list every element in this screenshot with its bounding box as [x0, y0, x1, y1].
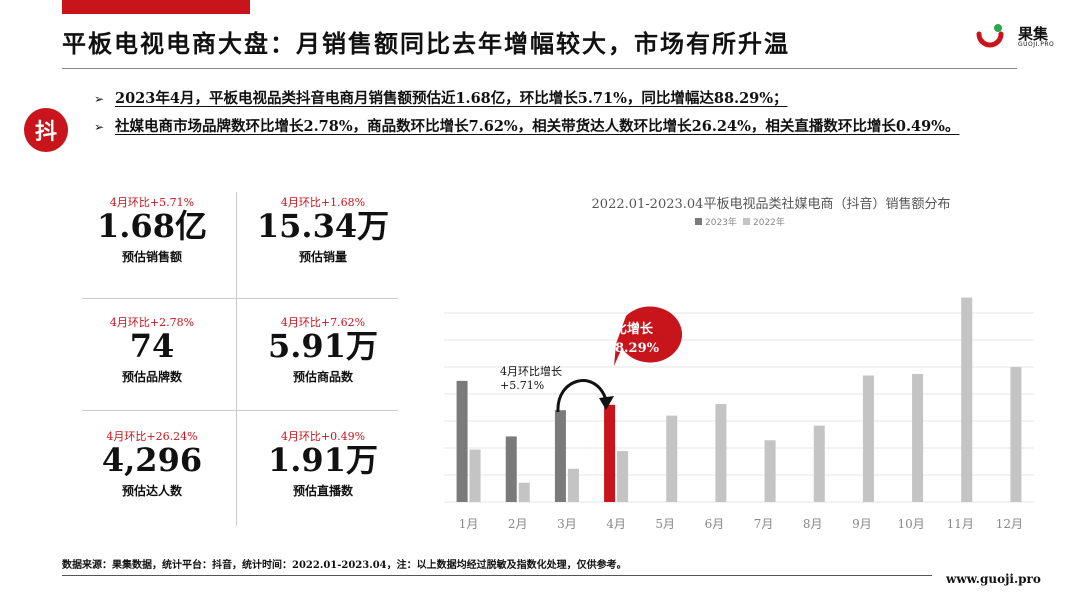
- kpi-value: 15.34万: [256, 207, 390, 245]
- kpi-change: 4月环比+0.49%: [280, 430, 366, 443]
- logo-text: 果集: [1018, 25, 1049, 43]
- kpi-label: 预估直播数: [292, 484, 353, 498]
- mom-arrowhead-icon: [599, 396, 614, 410]
- mom-annotation-value: +5.71%: [500, 379, 544, 392]
- kpi-grid-divider: [82, 298, 398, 299]
- bar-2022-1: [469, 449, 481, 502]
- bar-2022-7: [764, 440, 776, 502]
- kpi-label: 预估达人数: [121, 484, 182, 498]
- bullet-arrow-icon: ➢: [94, 120, 105, 134]
- kpi-value: 1.68亿: [97, 207, 207, 245]
- kpi-influencer-count: 4月环比+26.24% 4,296 预估达人数: [77, 428, 227, 499]
- x-tick-label: 11月: [947, 517, 974, 531]
- bar-2022-5: [666, 415, 678, 502]
- yoy-callout-label: 同比增长: [601, 321, 654, 337]
- x-tick-label: 7月: [754, 517, 774, 531]
- x-tick-label: 1月: [459, 517, 479, 531]
- top-accent-bar: [62, 0, 250, 14]
- bar-2023-1: [456, 380, 468, 502]
- kpi-livestream-count: 4月环比+0.49% 1.91万 预估直播数: [248, 428, 398, 499]
- guoji-logo-icon: [976, 24, 1004, 48]
- kpi-product-count: 4月环比+7.62% 5.91万 预估商品数: [248, 314, 398, 385]
- bar-2023-4: [604, 404, 616, 502]
- kpi-label: 预估品牌数: [121, 370, 182, 384]
- bar-2022-3: [567, 468, 579, 502]
- kpi-value: 74: [129, 327, 175, 365]
- data-source-note: 数据来源：果集数据，统计平台：抖音，统计时间：2022.01-2023.04，注…: [62, 560, 627, 571]
- kpi-label: 预估销量: [298, 250, 347, 264]
- kpi-change: 4月环比+2.78%: [109, 316, 195, 329]
- legend-label-2023: 2023年: [705, 216, 737, 228]
- kpi-change: 4月环比+7.62%: [280, 316, 366, 329]
- legend-swatch-2022: [743, 218, 750, 225]
- x-tick-label: 10月: [897, 517, 924, 531]
- chart-gridlines: [444, 312, 1034, 503]
- logo-subtext: GUOJI.PRO: [1018, 41, 1055, 48]
- bullet-arrow-icon: ➢: [94, 92, 105, 106]
- bar-2022-11: [961, 297, 973, 502]
- bullet-text: 2023年4月，平板电视品类抖音电商月销售额预估近1.68亿，环比增长5.71%…: [115, 90, 788, 107]
- kpi-value: 1.91万: [268, 441, 378, 479]
- kpi-change: 4月环比+1.68%: [280, 196, 366, 209]
- kpi-grid-divider: [82, 410, 398, 411]
- x-tick-label: 4月: [606, 517, 626, 531]
- douyin-badge: 抖: [24, 108, 68, 152]
- yoy-callout-value: +88.29%: [595, 341, 660, 356]
- legend-label-2022: 2022年: [753, 216, 785, 228]
- bar-2022-2: [518, 482, 530, 502]
- bar-2023-3: [554, 410, 566, 502]
- kpi-brand-count: 4月环比+2.78% 74 预估品牌数: [77, 314, 227, 385]
- kpi-label: 预估销售额: [121, 250, 182, 264]
- bar-2022-12: [1010, 367, 1022, 502]
- x-tick-label: 12月: [996, 517, 1023, 531]
- mom-arrow-icon: [556, 379, 608, 413]
- chart-x-axis: 1月 2月 3月 4月 5月 6月 7月 8月 9月 10月 11月 12月: [459, 517, 1023, 531]
- bar-2022-9: [862, 375, 874, 502]
- kpi-change: 4月环比+26.24%: [106, 430, 198, 443]
- bar-2022-6: [715, 404, 727, 502]
- chart-title: 2022.01-2023.04平板电视品类社媒电商（抖音）销售额分布: [592, 196, 951, 212]
- yoy-callout: 同比增长 +88.29%: [595, 306, 683, 366]
- x-tick-label: 9月: [852, 517, 872, 531]
- kpi-grid-vertical-divider: [236, 192, 237, 526]
- kpi-label: 预估商品数: [292, 370, 353, 384]
- x-tick-label: 5月: [655, 517, 675, 531]
- title-divider: [62, 68, 1017, 69]
- page-title: 平板电视电商大盘：月销售额同比去年增幅较大，市场有所升温: [62, 29, 790, 58]
- bar-2022-10: [912, 373, 924, 502]
- bar-2023-2: [505, 436, 517, 502]
- bar-2022-8: [813, 425, 825, 502]
- kpi-sales-amount: 4月环比+5.71% 1.68亿 预估销售额: [77, 194, 227, 265]
- kpi-value: 4,296: [101, 441, 203, 479]
- legend-swatch-2023: [695, 218, 702, 225]
- x-tick-label: 2月: [508, 517, 528, 531]
- x-tick-label: 3月: [557, 517, 577, 531]
- brand-logo: 果集 GUOJI.PRO: [976, 22, 1056, 52]
- yoy-callout-bubble: [614, 306, 683, 366]
- bullet-item: ➢ 2023年4月，平板电视品类抖音电商月销售额预估近1.68亿，环比增长5.7…: [94, 86, 994, 112]
- x-tick-label: 8月: [803, 517, 823, 531]
- mom-annotation-label: 4月环比增长: [500, 364, 562, 378]
- kpi-value: 5.91万: [268, 327, 378, 365]
- chart-legend: 2023年 2022年: [695, 216, 785, 228]
- chart-bars: [456, 297, 1022, 502]
- sales-bar-chart: 2022.01-2023.04平板电视品类社媒电商（抖音）销售额分布 2023年…: [444, 196, 1034, 531]
- kpi-sales-volume: 4月环比+1.68% 15.34万 预估销量: [248, 194, 398, 265]
- bar-2022-4: [617, 451, 629, 502]
- bullet-text: 社媒电商市场品牌数环比增长2.78%，商品数环比增长7.62%，相关带货达人数环…: [115, 118, 960, 135]
- x-tick-label: 6月: [705, 517, 725, 531]
- bullet-item: ➢ 社媒电商市场品牌数环比增长2.78%，商品数环比增长7.62%，相关带货达人…: [94, 114, 1034, 140]
- footer-divider: [62, 575, 932, 576]
- kpi-change: 4月环比+5.71%: [109, 196, 195, 209]
- footer-url-link[interactable]: www.guoji.pro: [946, 572, 1041, 586]
